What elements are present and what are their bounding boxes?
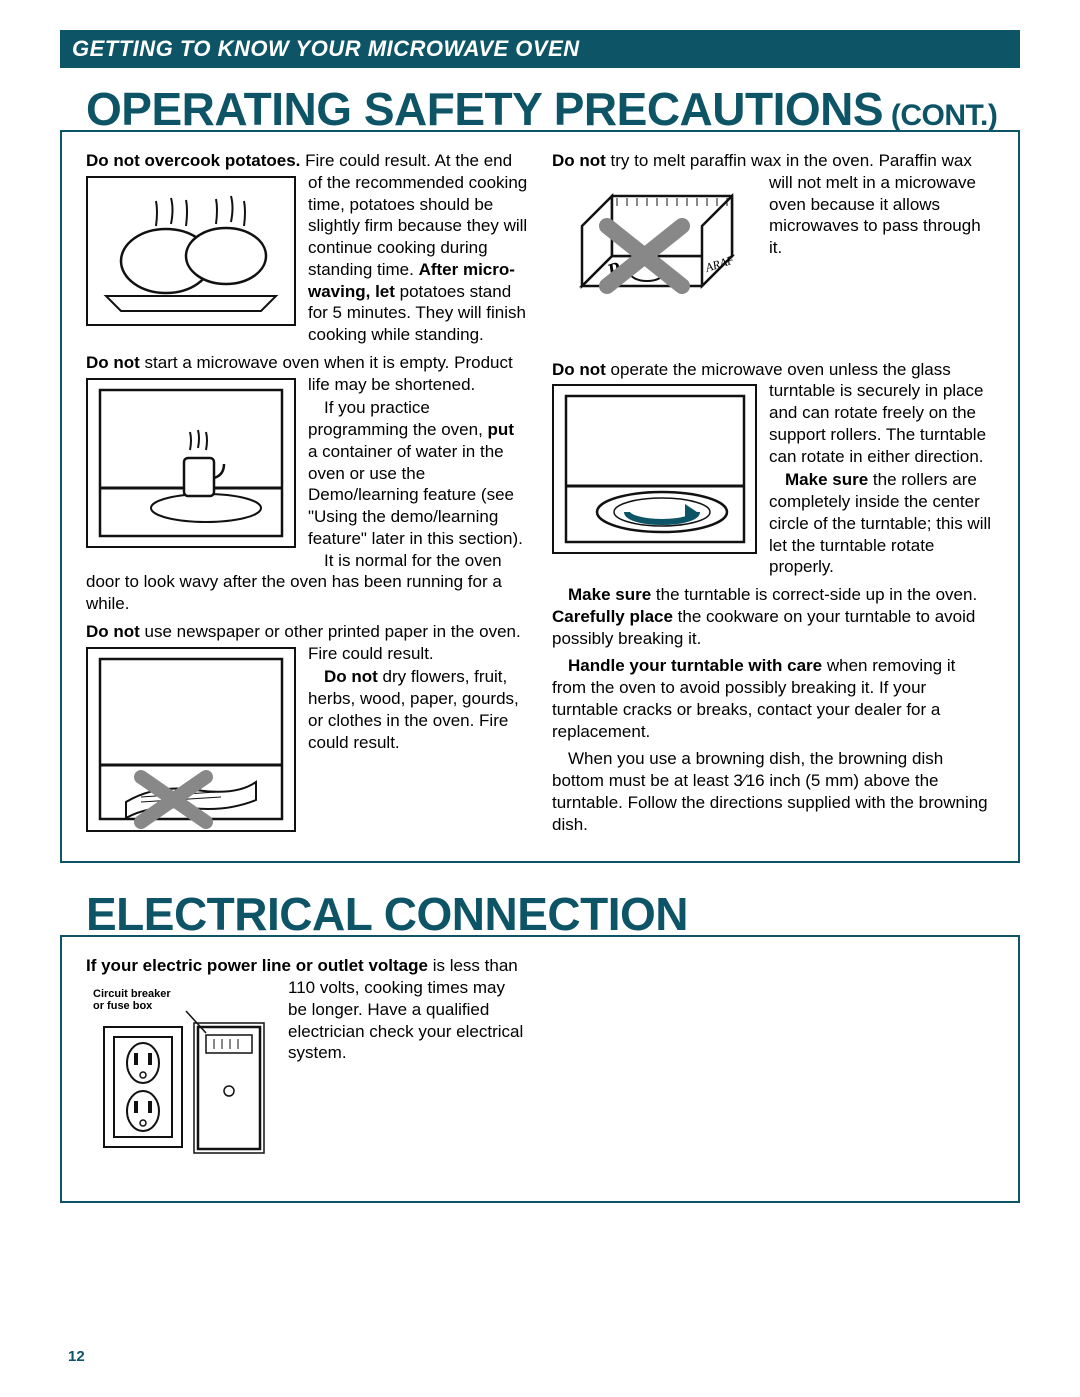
- newspaper-illustration: [86, 647, 296, 838]
- left-p2c: It is normal for the oven door to look w…: [86, 550, 528, 615]
- left-p3-bold: Do not: [86, 622, 140, 641]
- empty-oven-illustration: [86, 378, 296, 554]
- section1-title-suffix: (CONT.): [883, 99, 997, 132]
- potatoes-illustration: [86, 176, 296, 332]
- turntable-illustration: [552, 384, 757, 560]
- right-p1: Do not try to melt paraffin wax in the o…: [552, 150, 994, 259]
- left-p2b-rest: a container of water in the oven or use …: [308, 442, 523, 548]
- right-p3-bold2: Carefully place: [552, 607, 673, 626]
- section1-right-col: Do not try to melt paraffin wax in the o…: [552, 150, 994, 841]
- left-p1: Do not overcook potatoes. Fire could res…: [86, 150, 528, 346]
- page-number: 12: [68, 1348, 85, 1365]
- left-p1-bold: Do not overcook potatoes.: [86, 151, 300, 170]
- left-p2: Do not start a microwave oven when it is…: [86, 352, 528, 615]
- right-p4-bold: Handle your turntable with care: [568, 656, 822, 675]
- left-p1-text-start: Fire could result. At: [300, 151, 455, 170]
- right-p3-bold: Make sure: [568, 585, 651, 604]
- right-p1-bold: Do not: [552, 151, 606, 170]
- fusebox-illustration: Circuit breaker or fuse box: [86, 981, 276, 1177]
- header-bar: GETTING TO KNOW YOUR MICROWAVE OVEN: [60, 30, 1020, 68]
- section1-title: OPERATING SAFETY PRECAUTIONS (CONT.): [60, 86, 1020, 132]
- right-p2: Do not operate the microwave oven unless…: [552, 359, 994, 579]
- right-p2b-bold: Make sure: [785, 470, 868, 489]
- sec2-p1-is: is: [428, 956, 450, 975]
- left-p3b-bold: Do not: [324, 667, 378, 686]
- sec2-p1: If your electric power line or outlet vo…: [86, 955, 528, 1064]
- left-p2-bold: Do not: [86, 353, 140, 372]
- fuse-label-l1: Circuit breaker: [93, 988, 171, 1000]
- section2-title: ELECTRICAL CONNECTION: [60, 891, 1020, 937]
- right-p2-rest-start: operate the microwave oven unless the: [606, 360, 911, 379]
- section1-title-main: OPERATING SAFETY PRECAUTIONS: [86, 83, 883, 135]
- left-p2b-bold: put: [488, 420, 514, 439]
- section2-title-text: ELECTRICAL CONNECTION: [86, 888, 688, 940]
- right-p5: When you use a browning dish, the browni…: [552, 748, 994, 835]
- fuse-label-l2: or fuse box: [93, 1000, 152, 1012]
- fuse-label: Circuit breaker or fuse box: [92, 987, 172, 1013]
- left-p2b-pre: If you practice programming the oven,: [308, 398, 488, 439]
- right-p4: Handle your turntable with care when rem…: [552, 655, 994, 742]
- right-p3: Make sure the turntable is correct-side …: [552, 584, 994, 649]
- left-p3-rest-start: use newspaper or other printed paper in …: [140, 622, 479, 641]
- section1-box: Do not overcook potatoes. Fire could res…: [60, 130, 1020, 863]
- right-p3-rest: the turntable is correct-side up in the …: [651, 585, 977, 604]
- right-p2-bold: Do not: [552, 360, 606, 379]
- sec2-p1-bold: If your electric power line or outlet vo…: [86, 956, 428, 975]
- section1-left-col: Do not overcook potatoes. Fire could res…: [86, 150, 528, 841]
- paraffin-illustration: P ARAFF ARAF: [552, 176, 757, 327]
- section2-left-col: If your electric power line or outlet vo…: [86, 955, 528, 1181]
- left-p2-rest-start: start a microwave oven when it is empty.: [140, 353, 454, 372]
- left-p3: Do not use newspaper or other printed pa…: [86, 621, 528, 754]
- section2-right-col: [552, 955, 994, 1181]
- right-p1-rest-start: try to melt paraffin wax in the oven. Pa…: [606, 151, 942, 170]
- section2-box: If your electric power line or outlet vo…: [60, 935, 1020, 1203]
